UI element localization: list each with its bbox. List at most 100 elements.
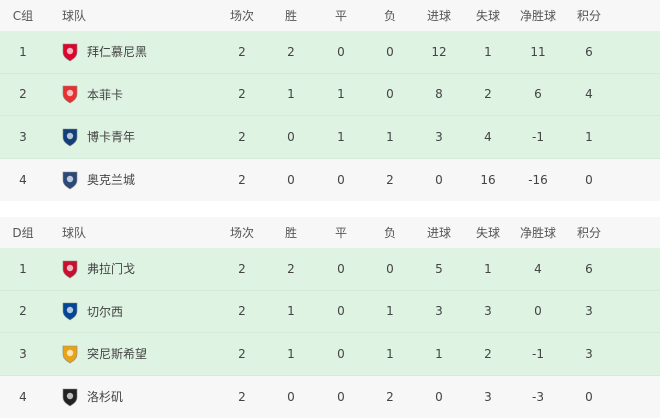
group-label: C组 [12,9,34,23]
stat-cell: 2 [238,346,246,361]
stat-cell: 3 [484,304,492,319]
stat-cell: 2 [287,261,295,276]
stat-cell: 1 [337,87,345,102]
stat-cell: 2 [238,44,246,59]
stat-cell: 3 [585,304,593,319]
column-header: 进球 [426,226,452,240]
stat-cell: 1 [386,346,394,361]
table-row[interactable]: 2 切尔西 2 1 0 1 3 3 0 3 [0,290,660,333]
table-header: D组 球队 场次 胜 平 负 进球 失球 净胜球 积分 [0,217,660,248]
team-name[interactable]: 切尔西 [87,304,124,319]
stat-cell: 2 [238,261,246,276]
stat-cell: 3 [435,304,443,319]
table-row[interactable]: 3 博卡青年 2 0 1 1 3 4 -1 1 [0,116,660,159]
stat-cell: 2 [386,389,394,404]
stat-cell: 6 [534,87,542,102]
stat-cell: 0 [337,304,345,319]
stat-cell: 0 [337,389,345,404]
table-row[interactable]: 3 突尼斯希望 2 1 0 1 1 2 -1 3 [0,333,660,376]
team-name[interactable]: 本菲卡 [87,87,124,102]
column-header: 进球 [426,9,452,23]
stat-cell: 0 [287,129,295,144]
team-name[interactable]: 弗拉门戈 [87,262,136,277]
stat-cell: -1 [532,129,544,144]
column-header: 积分 [576,9,602,23]
group-table: D组 球队 场次 胜 平 负 进球 失球 净胜球 积分 1 弗拉门戈 2 2 0 0 5 1 4 6 2 切尔西… [0,217,660,418]
table-row[interactable]: 2 本菲卡 2 1 1 0 8 2 6 4 [0,73,660,116]
stat-cell: 0 [386,87,394,102]
rank: 1 [19,44,27,59]
chelsea-crest-icon [60,301,80,321]
stat-cell: 0 [585,389,593,404]
stat-cell: 3 [484,389,492,404]
lafc-crest-icon [60,387,80,407]
benfica-crest-icon [60,84,80,104]
column-header: 场次 [229,226,255,240]
stat-cell: 1 [585,129,593,144]
stat-cell: 2 [287,44,295,59]
boca-crest-icon [60,127,80,147]
stat-cell: 0 [287,389,295,404]
rank: 3 [19,346,27,361]
stat-cell: 1 [484,44,492,59]
column-header: 平 [334,226,348,240]
table-row[interactable]: 4 洛杉矶 2 0 0 2 0 3 -3 0 [0,375,660,418]
stat-cell: 8 [435,87,443,102]
stat-cell: 2 [238,172,246,187]
column-header: 胜 [284,9,298,23]
stat-cell: 16 [480,172,496,187]
team-name[interactable]: 突尼斯希望 [87,347,148,362]
table-row[interactable]: 1 拜仁慕尼黑 2 2 0 0 12 1 11 6 [0,31,660,74]
rank: 4 [19,172,27,187]
stat-cell: 2 [238,129,246,144]
bayern-crest-icon [60,42,80,62]
stat-cell: 3 [435,129,443,144]
column-header: 失球 [475,226,501,240]
auckland-crest-icon [60,170,80,190]
rank: 4 [19,389,27,404]
column-header: 负 [383,9,397,23]
column-header: 失球 [475,9,501,23]
stat-cell: -3 [532,389,544,404]
stat-cell: 0 [337,346,345,361]
stat-cell: 2 [484,87,492,102]
team-name[interactable]: 洛杉矶 [87,390,124,405]
stat-cell: 6 [585,44,593,59]
esperance-crest-icon [60,344,80,364]
stat-cell: 2 [484,346,492,361]
stat-cell: 1 [337,129,345,144]
group-label: D组 [12,226,34,240]
rank: 2 [19,87,27,102]
stat-cell: 5 [435,261,443,276]
flamengo-crest-icon [60,259,80,279]
table-row[interactable]: 4 奥克兰城 2 0 0 2 0 16 -16 0 [0,158,660,201]
stat-cell: 11 [530,44,546,59]
stat-cell: 4 [585,87,593,102]
team-header: 球队 [62,9,87,23]
stat-cell: 2 [238,304,246,319]
column-header: 胜 [284,226,298,240]
stat-cell: 2 [386,172,394,187]
stat-cell: 12 [431,44,447,59]
table-row[interactable]: 1 弗拉门戈 2 2 0 0 5 1 4 6 [0,248,660,291]
team-name[interactable]: 博卡青年 [87,130,136,145]
stat-cell: 0 [337,261,345,276]
team-name[interactable]: 奥克兰城 [87,173,136,188]
team-name[interactable]: 拜仁慕尼黑 [87,45,148,60]
table-header: C组 球队 场次 胜 平 负 进球 失球 净胜球 积分 [0,0,660,31]
stat-cell: 0 [287,172,295,187]
stat-cell: 4 [534,261,542,276]
rank: 2 [19,304,27,319]
stat-cell: 0 [585,172,593,187]
group-table: C组 球队 场次胜平负进球 失球 净胜球 积分 1 拜仁慕尼黑 2 2 0 0 12 1 11 6 2 … [0,0,660,201]
group-gap [0,201,660,217]
stat-cell: 1 [287,346,295,361]
stat-cell: -1 [532,346,544,361]
stat-cell: 1 [386,129,394,144]
column-header: 净胜球 [519,226,557,240]
column-header: 积分 [576,226,602,240]
rank: 3 [19,129,27,144]
stat-cell: 0 [386,44,394,59]
stat-cell: 2 [238,87,246,102]
